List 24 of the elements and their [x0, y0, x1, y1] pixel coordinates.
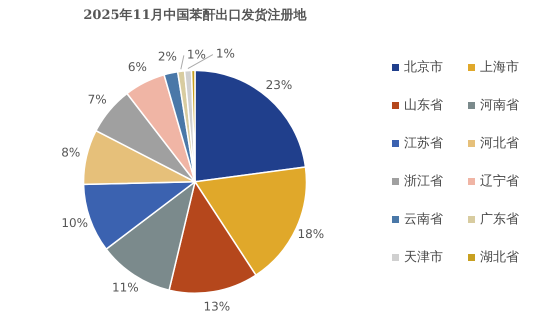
legend-label: 河南省: [479, 97, 520, 114]
data-label: 18%: [298, 227, 324, 242]
data-label: 23%: [266, 78, 292, 92]
legend-label: 上海市: [479, 59, 520, 76]
legend-label: 河北省: [479, 135, 520, 152]
data-label: 2%: [158, 50, 177, 64]
data-label: 1%: [186, 47, 206, 62]
data-label: 8%: [61, 145, 80, 160]
legend-label: 浙江省: [403, 173, 444, 190]
legend-label: 广东省: [479, 211, 520, 228]
legend-label: 云南省: [403, 211, 444, 228]
legend-label: 湖北省: [479, 249, 520, 266]
legend-label: 北京市: [403, 59, 444, 76]
legend-label: 辽宁省: [479, 173, 520, 190]
data-label: 10%: [61, 216, 88, 230]
data-label: 11%: [112, 280, 139, 295]
data-label: 7%: [88, 92, 107, 106]
data-label: 1%: [216, 46, 235, 61]
legend-label: 天津市: [403, 249, 444, 266]
data-label: 6%: [128, 60, 147, 74]
legend-label: 江苏省: [403, 135, 444, 152]
legend-label: 山东省: [403, 97, 444, 114]
data-label: 13%: [203, 299, 230, 314]
chart-title: 2025年11月中国苯酐出口发货注册地: [83, 7, 308, 24]
